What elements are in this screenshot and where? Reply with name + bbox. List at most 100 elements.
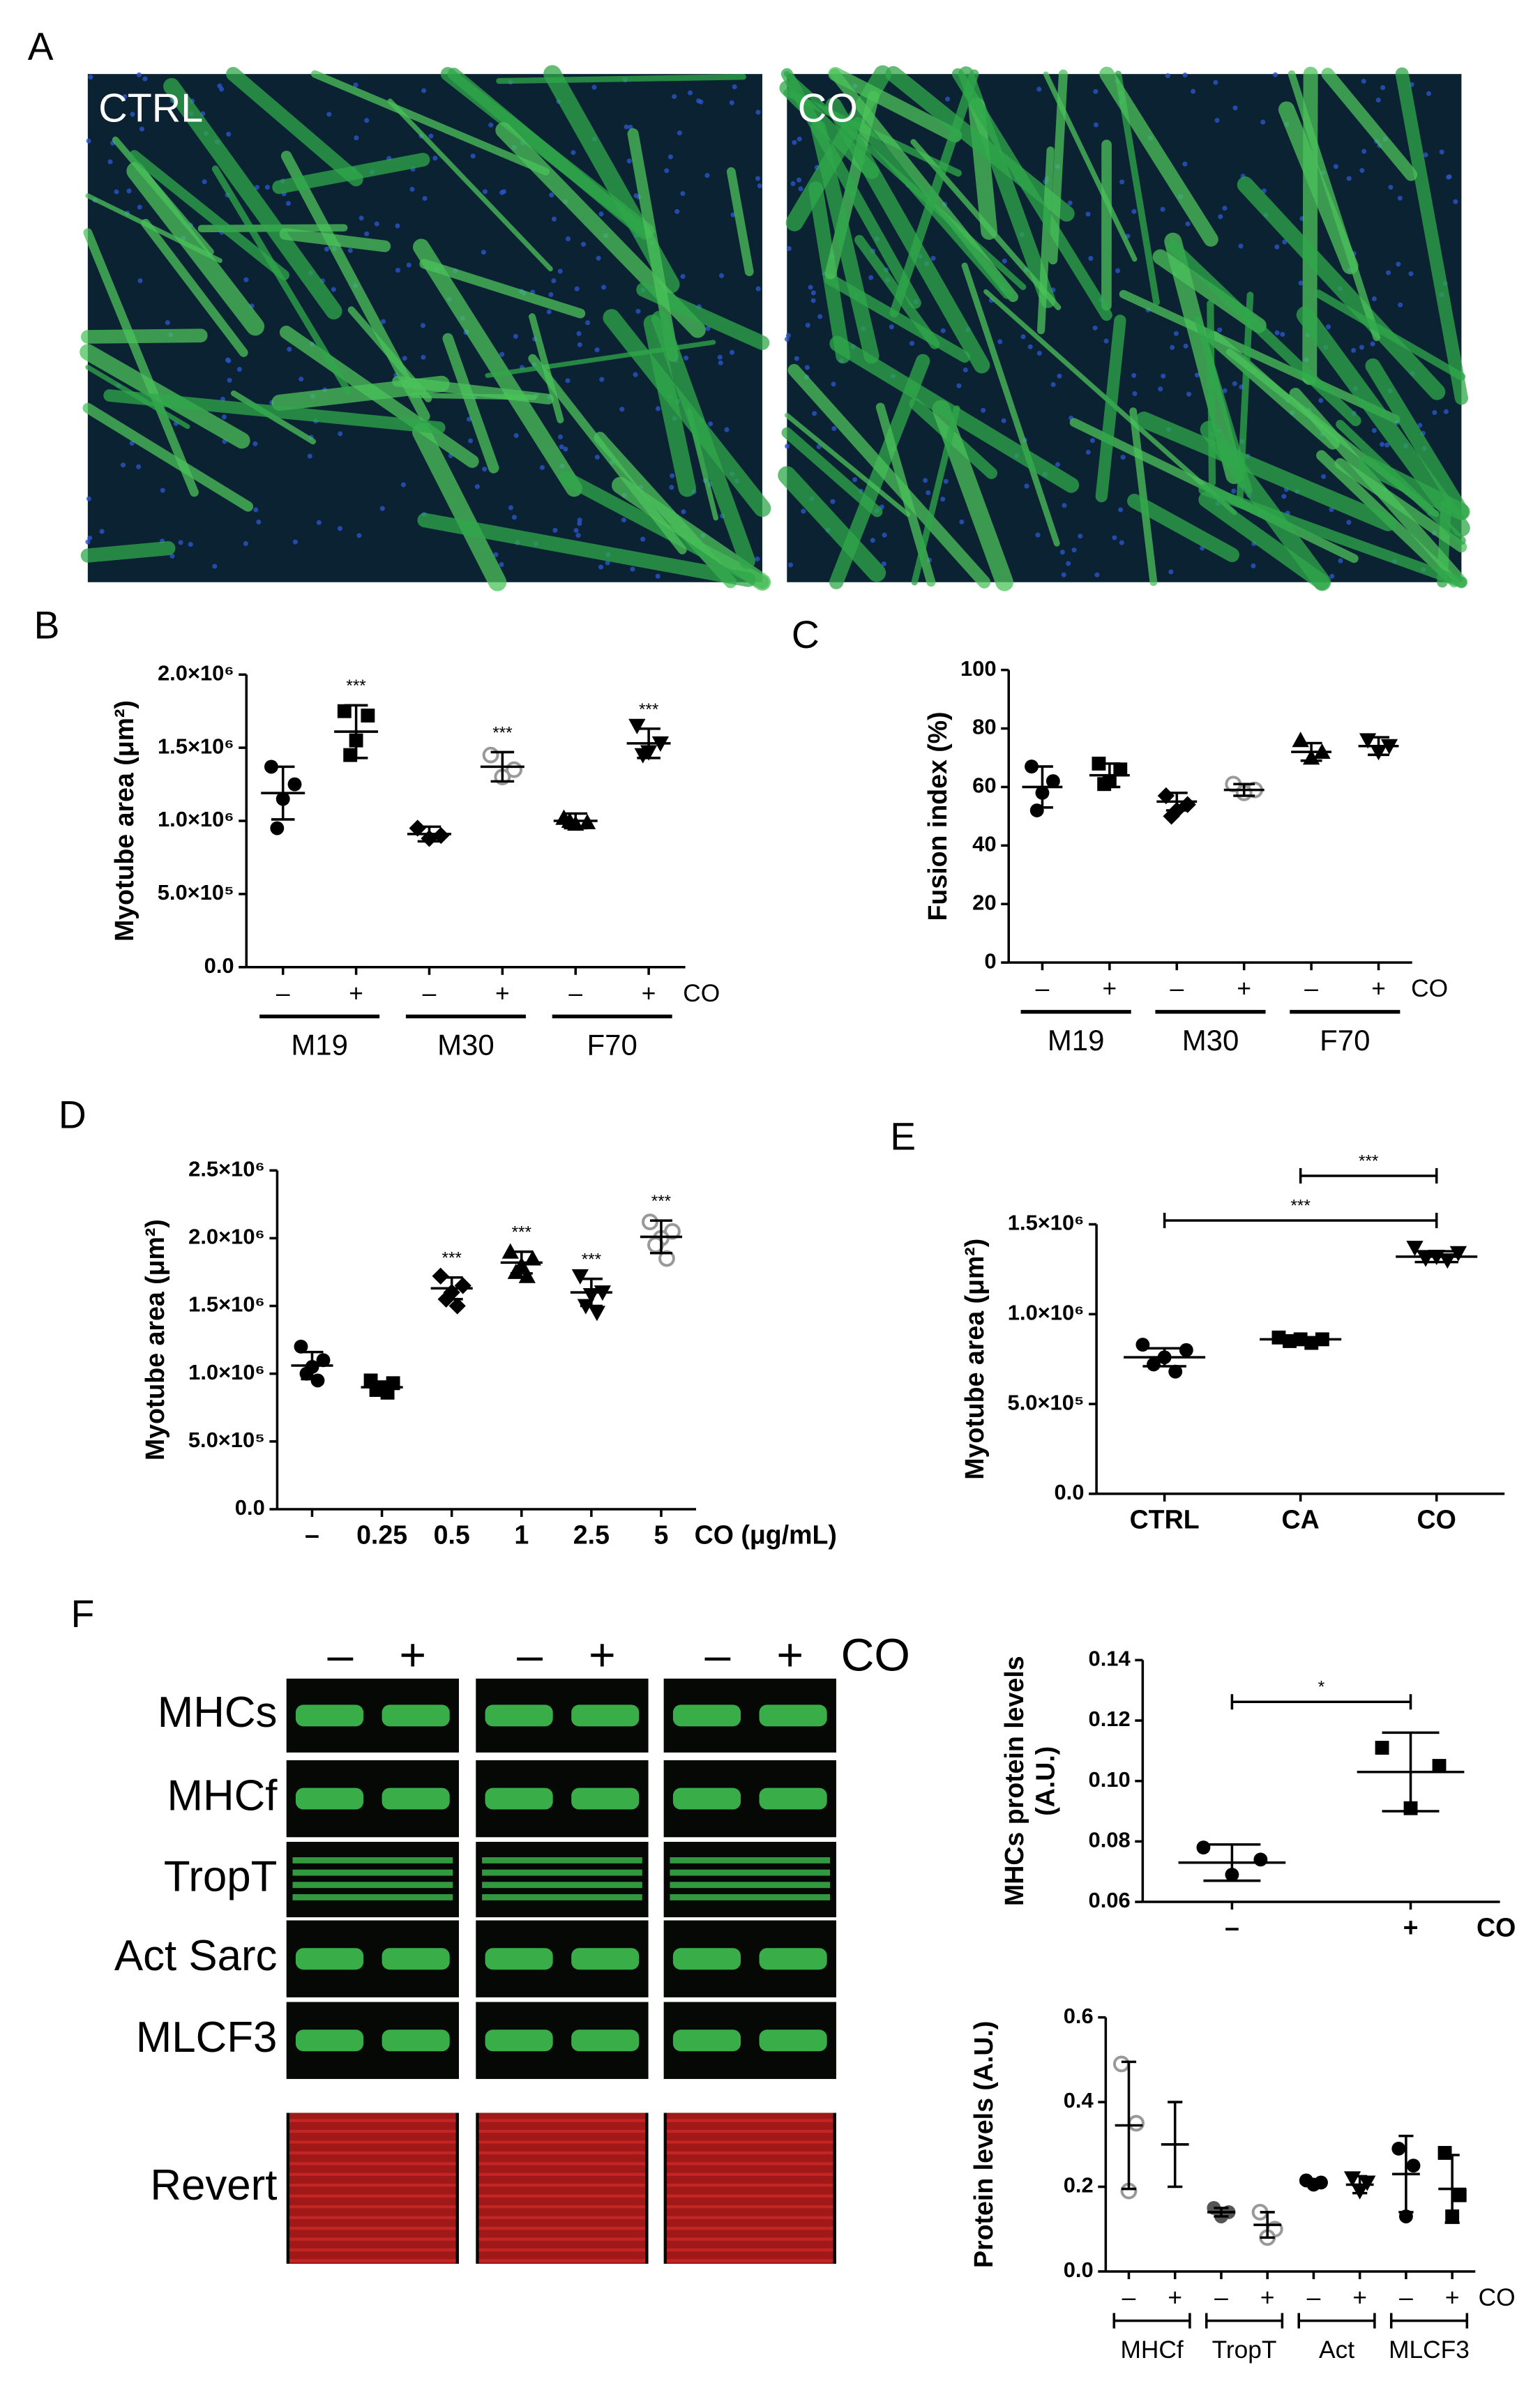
nucleus	[358, 216, 364, 221]
nucleus	[794, 356, 799, 361]
nucleus	[696, 98, 702, 104]
y-tick-label: 1.5×10⁶	[1008, 1211, 1085, 1235]
blot-band	[667, 2237, 833, 2241]
nucleus	[755, 109, 761, 115]
nucleus	[364, 231, 370, 236]
nucleus	[655, 406, 660, 411]
nucleus	[1214, 117, 1220, 123]
nucleus	[997, 339, 1003, 345]
nucleus	[1432, 409, 1437, 416]
data-point	[432, 1267, 449, 1285]
nucleus	[165, 320, 170, 326]
nucleus	[962, 367, 968, 373]
myotube	[1358, 455, 1470, 520]
significance: ***	[1290, 1197, 1311, 1216]
nucleus	[784, 336, 790, 342]
nucleus	[1062, 503, 1067, 508]
myotube	[1278, 101, 1359, 275]
y-axis-title: Protein levels (A.U.)	[969, 2021, 998, 2268]
nucleus	[513, 433, 519, 439]
blot-band	[672, 1787, 741, 1810]
nucleus	[324, 246, 329, 252]
data-point	[1253, 1852, 1268, 1867]
significance: ***	[442, 1249, 462, 1268]
dot-plot: 0.0 0.2 0.4 0.6 Protein levels (A.U.) – + – + – + –…	[969, 2004, 1516, 2364]
nucleus	[402, 356, 407, 361]
y-tick-label: 0.0	[1064, 2258, 1094, 2282]
nucleus	[253, 507, 259, 513]
group-label: Act	[1319, 2336, 1354, 2364]
nucleus	[882, 532, 887, 538]
blot-band	[667, 2162, 833, 2165]
nucleus	[1119, 179, 1125, 185]
blot-band	[478, 2237, 646, 2241]
x-tick-label: CTRL	[1130, 1505, 1200, 1534]
blot-band	[478, 2119, 646, 2122]
nucleus	[1274, 330, 1280, 335]
nucleus	[1089, 438, 1095, 444]
nucleus	[1093, 89, 1099, 94]
nucleus	[1115, 268, 1121, 273]
nucleus	[1170, 345, 1175, 350]
nucleus	[130, 112, 135, 117]
blot-frame	[286, 1841, 459, 1918]
blot-band	[667, 2216, 833, 2219]
nucleus	[881, 561, 886, 567]
x-tick-label: –	[1225, 1913, 1239, 1942]
data-point	[454, 1277, 471, 1294]
nucleus	[1050, 381, 1056, 387]
nucleus	[137, 204, 142, 210]
nucleus	[160, 487, 165, 493]
nucleus	[672, 93, 677, 100]
nucleus	[566, 236, 571, 241]
x-tick-label: –	[1304, 975, 1318, 1002]
myotube	[911, 405, 960, 586]
blot-band	[289, 2184, 456, 2187]
nucleus	[790, 181, 796, 186]
myotube	[1043, 71, 1138, 262]
nucleus	[598, 211, 604, 217]
nucleus	[565, 378, 571, 384]
y-tick-label: 2.5×10⁶	[188, 1156, 265, 1181]
nucleus	[285, 201, 291, 206]
nucleus	[1194, 372, 1200, 378]
nucleus	[474, 484, 480, 490]
nucleus	[1131, 372, 1137, 378]
blot-band	[667, 2119, 833, 2122]
nucleus	[630, 566, 635, 572]
nucleus	[331, 287, 336, 292]
nucleus	[88, 75, 93, 80]
nucleus	[169, 553, 175, 559]
nucleus	[1359, 167, 1365, 173]
nucleus	[785, 444, 790, 449]
blot-row-label: MLCF3	[136, 2013, 278, 2062]
dot-plot: 0.06 0.08 0.10 0.12 0.14 MHCs protein levels(…	[999, 1647, 1516, 1942]
nucleus	[626, 158, 632, 164]
nucleus	[755, 176, 761, 181]
nucleus	[1408, 271, 1414, 276]
data-point	[270, 821, 285, 836]
myotube	[442, 333, 499, 474]
nucleus	[409, 186, 415, 192]
panel-label: F	[71, 1592, 95, 1635]
blot-band	[759, 1787, 827, 1810]
nucleus	[1379, 441, 1385, 447]
significance: ***	[639, 700, 659, 719]
blot-band	[289, 2162, 456, 2165]
data-point	[1359, 2175, 1376, 2191]
myotube	[1135, 411, 1396, 531]
data-point	[432, 826, 450, 845]
x-tick-label: +	[1352, 2284, 1367, 2311]
blot-band	[667, 2151, 833, 2155]
significance: ***	[651, 1192, 672, 1211]
nucleus	[364, 118, 370, 123]
data-point	[1391, 2141, 1406, 2156]
blot-band	[292, 1893, 453, 1900]
blot-band	[295, 1787, 364, 1810]
nucleus	[428, 133, 434, 139]
micrograph: CTRL	[80, 65, 771, 591]
nucleus	[292, 539, 298, 545]
nucleus	[1059, 550, 1065, 555]
data-point	[571, 1269, 589, 1285]
panel-label: D	[59, 1094, 86, 1137]
